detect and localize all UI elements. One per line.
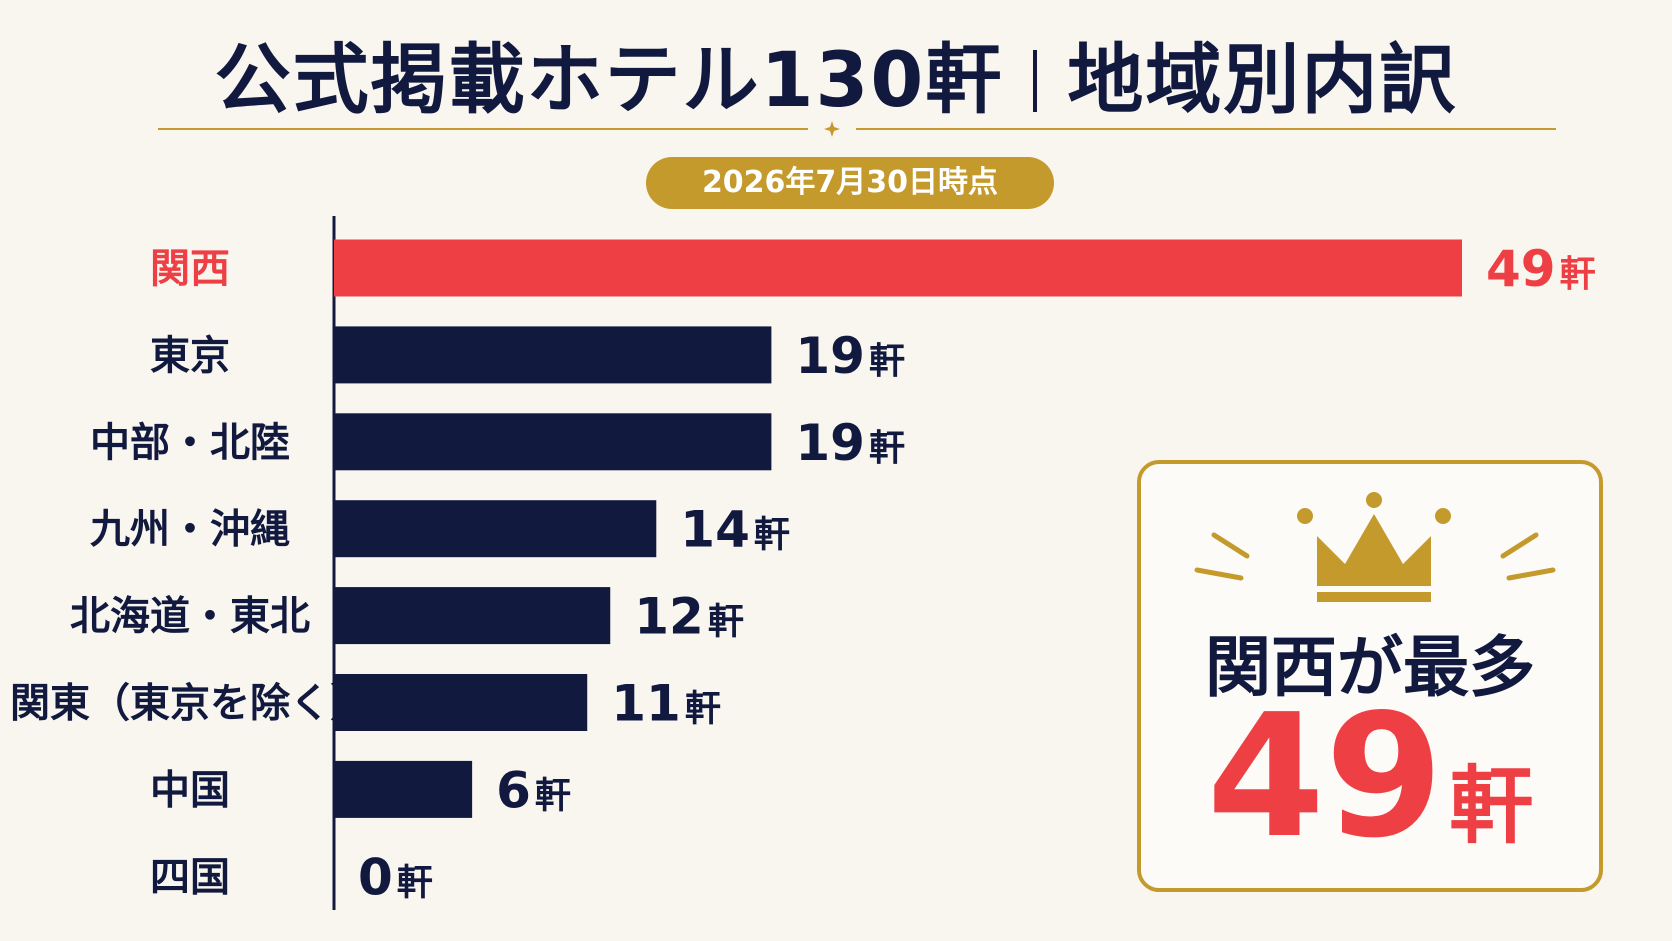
category-label: 四国 xyxy=(150,854,230,900)
callout-value: 49軒 xyxy=(1141,692,1599,862)
data-label: 19 軒 xyxy=(795,327,905,385)
callout-value-number: 49 xyxy=(1206,678,1444,876)
title-separator xyxy=(1033,50,1038,112)
highlight-callout: 関西が最多 49軒 xyxy=(1137,460,1603,892)
callout-text: 関西が最多 xyxy=(1205,629,1535,706)
bar xyxy=(334,587,611,645)
data-label: 11 軒 xyxy=(611,675,721,733)
title-divider-right xyxy=(856,128,1556,130)
title-main: 公式掲載ホテル130軒 xyxy=(214,35,1004,124)
title-sub: 地域別内訳 xyxy=(1067,35,1458,124)
date-badge: 2026年7月30日時点 xyxy=(646,157,1054,209)
category-label: 関東（東京を除く） xyxy=(10,681,370,727)
bar xyxy=(334,500,657,558)
crown-icon xyxy=(1194,492,1556,602)
callout-value-unit: 軒 xyxy=(1449,757,1534,855)
bar xyxy=(334,413,772,471)
category-label: 中部・北陸 xyxy=(90,420,290,466)
bar xyxy=(334,239,1462,297)
category-label: 北海道・東北 xyxy=(70,594,310,640)
category-label: 中国 xyxy=(150,767,230,813)
title-divider-left xyxy=(158,128,808,130)
bar xyxy=(334,674,588,731)
bar xyxy=(334,326,772,384)
category-label: 九州・沖縄 xyxy=(90,507,290,553)
data-label: 12 軒 xyxy=(634,588,744,646)
page-title: 公式掲載ホテル130軒 地域別内訳 xyxy=(0,18,1672,128)
category-label: 関西 xyxy=(150,246,230,292)
sparkle-icon xyxy=(824,121,840,137)
data-label: 14 軒 xyxy=(680,501,790,559)
category-label: 東京 xyxy=(150,333,230,379)
data-label: 49 軒 xyxy=(1486,240,1596,298)
bar xyxy=(334,760,473,818)
data-label: 19 軒 xyxy=(795,414,905,472)
